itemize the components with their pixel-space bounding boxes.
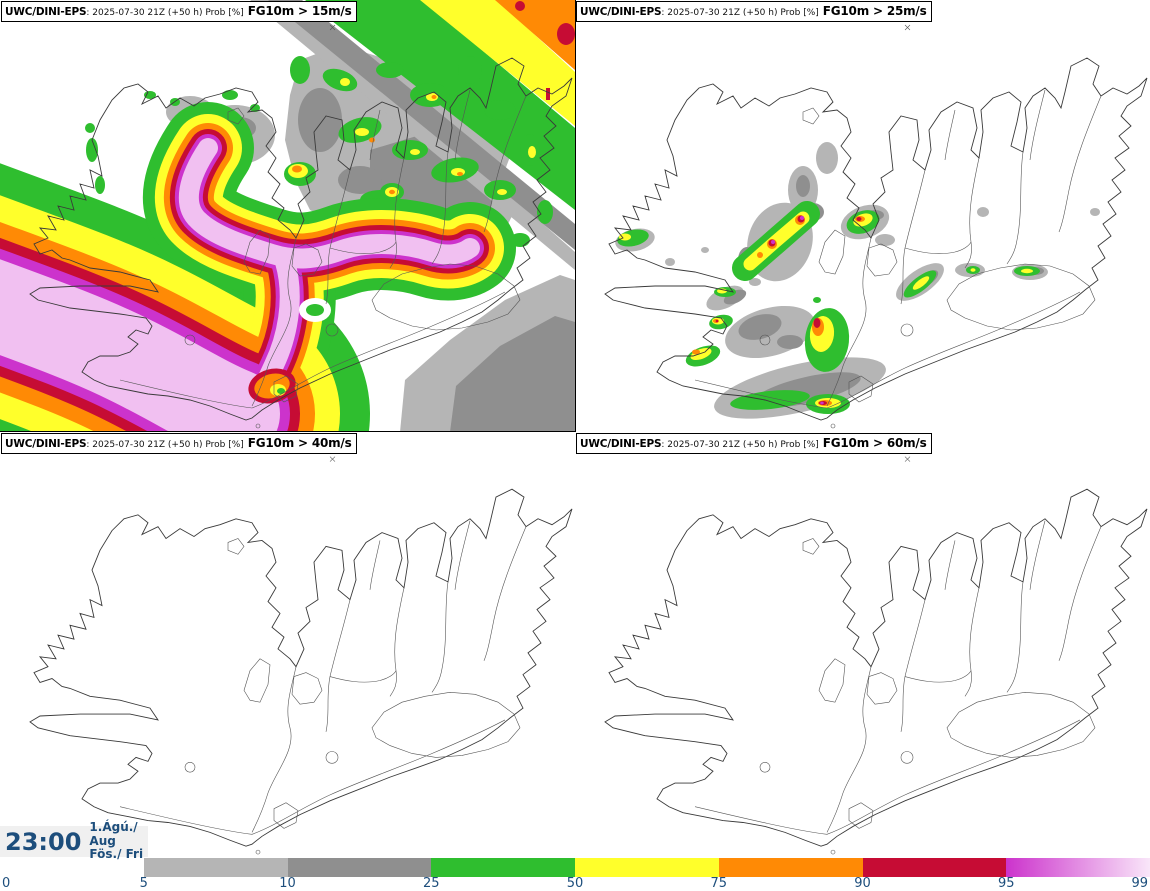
run-info: : 2025-07-30 21Z (+50 h) Prob [%] — [86, 8, 244, 18]
threshold-label: FG10m > 15m/s — [247, 4, 352, 18]
map-panel-25ms: UWC/DINI-EPS: 2025-07-30 21Z (+50 h) Pro… — [575, 0, 1150, 432]
model-name: UWC/DINI-EPS — [580, 6, 662, 18]
model-name: UWC/DINI-EPS — [5, 438, 87, 450]
colorbar-segment-0-5 — [0, 858, 144, 877]
threshold-label: FG10m > 60m/s — [822, 436, 927, 450]
colorbar-tick-75: 75 — [710, 876, 728, 891]
colorbar-tick-99: 99 — [1131, 876, 1148, 891]
panel-divider-vertical — [575, 0, 576, 432]
colorbar-tick-95: 95 — [997, 876, 1015, 891]
valid-date: 1.Ágú./ Aug Fös./ Fri — [89, 821, 148, 862]
map-panel-40ms: UWC/DINI-EPS: 2025-07-30 21Z (+50 h) Pro… — [0, 432, 575, 858]
map-25ms — [604, 24, 1148, 429]
colorbar-tick-0: 0 — [2, 876, 11, 891]
colorbar-tick-50: 50 — [566, 876, 584, 891]
colorbar-labels: 0 5 10 25 50 75 90 95 99 — [0, 876, 1150, 891]
panel-title-25ms: UWC/DINI-EPS: 2025-07-30 21Z (+50 h) Pro… — [576, 1, 932, 22]
colorbar-segment-95-99 — [1006, 858, 1150, 877]
valid-date-month: 1.Ágú./ Aug — [89, 820, 138, 848]
model-name: UWC/DINI-EPS — [5, 6, 87, 18]
colorbar-segment-90-95 — [862, 858, 1007, 877]
colorbar-segment-25-50 — [431, 858, 575, 877]
colorbar-segment-50-75 — [575, 858, 719, 877]
panel-divider-horizontal — [0, 431, 576, 432]
map-panel-15ms: UWC/DINI-EPS: 2025-07-30 21Z (+50 h) Pro… — [0, 0, 575, 432]
model-name: UWC/DINI-EPS — [580, 438, 662, 450]
run-info: : 2025-07-30 21Z (+50 h) Prob [%] — [661, 8, 819, 18]
run-info: : 2025-07-30 21Z (+50 h) Prob [%] — [661, 440, 819, 450]
colorbar-tick-5: 5 — [139, 876, 148, 891]
colorbar-tick-25: 25 — [422, 876, 440, 891]
colorbar-tick-10: 10 — [279, 876, 296, 891]
colorbar-tick-90: 90 — [854, 876, 871, 891]
panel-title-40ms: UWC/DINI-EPS: 2025-07-30 21Z (+50 h) Pro… — [1, 433, 357, 454]
run-info: : 2025-07-30 21Z (+50 h) Prob [%] — [86, 440, 244, 450]
valid-time-box: 23:00 1.Ágú./ Aug Fös./ Fri — [0, 821, 148, 861]
panel-title-60ms: UWC/DINI-EPS: 2025-07-30 21Z (+50 h) Pro… — [576, 433, 932, 454]
threshold-label: FG10m > 25m/s — [822, 4, 927, 18]
colorbar-segment-10-25 — [287, 858, 432, 877]
colorbar-segment-75-90 — [718, 858, 863, 877]
contour-blobs-25ms — [615, 142, 1100, 419]
threshold-label: FG10m > 40m/s — [247, 436, 352, 450]
colorbar-segment-5-10 — [143, 858, 288, 877]
colorbar — [0, 858, 1150, 877]
valid-time: 23:00 — [5, 827, 82, 856]
map-panel-60ms: UWC/DINI-EPS: 2025-07-30 21Z (+50 h) Pro… — [575, 432, 1150, 858]
map-15ms — [0, 0, 575, 432]
panel-title-15ms: UWC/DINI-EPS: 2025-07-30 21Z (+50 h) Pro… — [1, 1, 357, 22]
map-60ms — [604, 456, 1148, 855]
valid-date-day: Fös./ Fri — [89, 847, 144, 862]
map-40ms — [29, 456, 573, 855]
